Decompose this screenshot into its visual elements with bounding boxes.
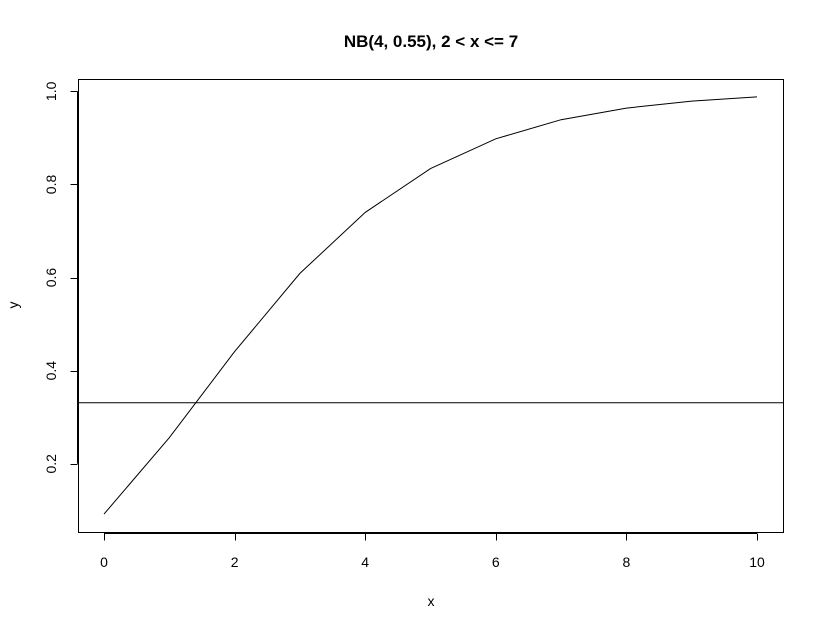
x-axis: 0 2 4 6 8 10	[100, 533, 765, 570]
y-tick-label: 0.2	[43, 454, 59, 474]
x-axis-label: x	[428, 593, 435, 609]
plot-area	[78, 96, 784, 515]
y-axis: 0.2 0.4 0.6 0.8 1.0	[43, 81, 78, 474]
plot-frame	[78, 79, 784, 533]
y-tick-label: 1.0	[43, 81, 59, 101]
x-tick-label: 10	[749, 554, 765, 570]
series-line	[103, 96, 758, 515]
y-axis-label: y	[5, 302, 21, 309]
x-tick-label: 2	[231, 554, 239, 570]
x-tick-label: 4	[361, 554, 369, 570]
y-tick-label: 0.8	[43, 175, 59, 195]
x-tick-label: 6	[492, 554, 500, 570]
y-tick-label: 0.6	[43, 268, 59, 288]
chart-title: NB(4, 0.55), 2 < x <= 7	[344, 32, 518, 51]
x-tick-label: 0	[100, 554, 108, 570]
x-tick-label: 8	[623, 554, 631, 570]
y-tick-label: 0.4	[43, 361, 59, 381]
